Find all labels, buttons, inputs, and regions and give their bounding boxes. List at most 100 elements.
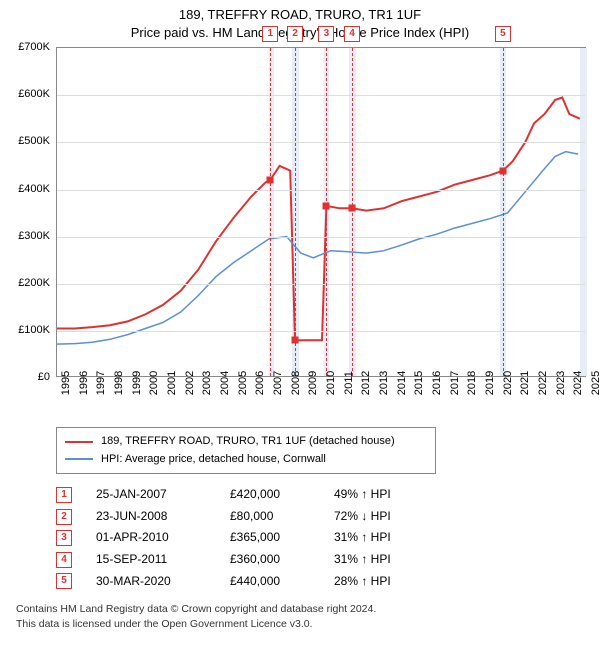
table-row: 3 01-APR-2010 £365,000 31% ↑ HPI bbox=[56, 527, 594, 549]
x-tick-label: 2005 bbox=[237, 371, 249, 395]
y-tick-label: £700K bbox=[4, 41, 50, 53]
chart-area: 12345 £0£100K£200K£300K£400K£500K£600K£7… bbox=[56, 47, 586, 417]
table-row: 5 30-MAR-2020 £440,000 28% ↑ HPI bbox=[56, 571, 594, 593]
sale-marker-line bbox=[295, 48, 296, 376]
sale-marker-line bbox=[270, 48, 271, 376]
x-tick-label: 2011 bbox=[343, 371, 355, 395]
sale-row-delta: 31% ↑ HPI bbox=[334, 527, 444, 549]
x-tick-label: 2010 bbox=[325, 371, 337, 395]
y-tick-label: £400K bbox=[4, 183, 50, 195]
x-tick-label: 2008 bbox=[290, 371, 302, 395]
x-tick-label: 2009 bbox=[307, 371, 319, 395]
sale-row-delta: 31% ↑ HPI bbox=[334, 549, 444, 571]
footer-line2: This data is licensed under the Open Gov… bbox=[16, 617, 594, 632]
legend-label-hpi: HPI: Average price, detached house, Corn… bbox=[101, 451, 326, 469]
sale-row-date: 15-SEP-2011 bbox=[96, 549, 206, 571]
sale-row-delta: 28% ↑ HPI bbox=[334, 571, 444, 593]
sale-row-price: £440,000 bbox=[230, 571, 310, 593]
legend-item-hpi: HPI: Average price, detached house, Corn… bbox=[65, 451, 427, 469]
sale-marker-number: 2 bbox=[287, 26, 303, 42]
gridline-h bbox=[57, 331, 585, 332]
x-tick-label: 1997 bbox=[95, 371, 107, 395]
sale-row-delta: 49% ↑ HPI bbox=[334, 484, 444, 506]
sale-row-price: £365,000 bbox=[230, 527, 310, 549]
x-tick-label: 2014 bbox=[396, 371, 408, 395]
table-row: 4 15-SEP-2011 £360,000 31% ↑ HPI bbox=[56, 549, 594, 571]
gridline-h bbox=[57, 190, 585, 191]
sale-row-number: 5 bbox=[56, 573, 72, 589]
y-tick-label: £200K bbox=[4, 277, 50, 289]
sale-marker-line bbox=[326, 48, 327, 376]
x-tick-label: 2007 bbox=[272, 371, 284, 395]
sales-table: 1 25-JAN-2007 £420,000 49% ↑ HPI 2 23-JUN-200… bbox=[56, 484, 594, 592]
sale-marker-line bbox=[503, 48, 504, 376]
sale-point-icon bbox=[291, 337, 298, 344]
sale-row-date: 30-MAR-2020 bbox=[96, 571, 206, 593]
plot-region: 12345 bbox=[56, 47, 586, 377]
x-tick-label: 2001 bbox=[166, 371, 178, 395]
sale-point-icon bbox=[349, 205, 356, 212]
x-tick-label: 1995 bbox=[60, 371, 72, 395]
sale-row-number: 1 bbox=[56, 487, 72, 503]
sale-marker-line bbox=[352, 48, 353, 376]
chart-title-address: 189, TREFFRY ROAD, TRURO, TR1 1UF bbox=[6, 6, 594, 24]
footer-line1: Contains HM Land Registry data © Crown c… bbox=[16, 602, 594, 617]
sale-row-date: 01-APR-2010 bbox=[96, 527, 206, 549]
sale-row-number: 3 bbox=[56, 530, 72, 546]
legend-swatch-price bbox=[65, 441, 93, 443]
x-tick-label: 1999 bbox=[131, 371, 143, 395]
chart-container: 189, TREFFRY ROAD, TRURO, TR1 1UF Price … bbox=[0, 0, 600, 650]
sale-row-price: £80,000 bbox=[230, 506, 310, 528]
sale-marker-number: 3 bbox=[318, 26, 334, 42]
sale-marker-number: 4 bbox=[344, 26, 360, 42]
x-tick-label: 2020 bbox=[502, 371, 514, 395]
x-tick-label: 2025 bbox=[590, 371, 600, 395]
table-row: 1 25-JAN-2007 £420,000 49% ↑ HPI bbox=[56, 484, 594, 506]
gridline-h bbox=[57, 237, 585, 238]
x-tick-label: 1998 bbox=[113, 371, 125, 395]
x-tick-label: 2002 bbox=[184, 371, 196, 395]
legend-item-price: 189, TREFFRY ROAD, TRURO, TR1 1UF (detac… bbox=[65, 433, 427, 451]
sale-row-number: 2 bbox=[56, 509, 72, 525]
y-tick-label: £300K bbox=[4, 230, 50, 242]
footer-attribution: Contains HM Land Registry data © Crown c… bbox=[16, 602, 594, 631]
x-tick-label: 2024 bbox=[572, 371, 584, 395]
sale-row-price: £420,000 bbox=[230, 484, 310, 506]
x-tick-label: 2017 bbox=[449, 371, 461, 395]
x-tick-label: 2016 bbox=[431, 371, 443, 395]
y-tick-label: £0 bbox=[4, 371, 50, 383]
sale-row-price: £360,000 bbox=[230, 549, 310, 571]
sale-row-date: 25-JAN-2007 bbox=[96, 484, 206, 506]
legend-swatch-hpi bbox=[65, 458, 93, 460]
x-tick-label: 2000 bbox=[148, 371, 160, 395]
series-line-price_paid bbox=[57, 98, 580, 341]
x-tick-label: 2015 bbox=[413, 371, 425, 395]
series-line-hpi bbox=[57, 152, 578, 344]
sale-row-date: 23-JUN-2008 bbox=[96, 506, 206, 528]
gridline-h bbox=[57, 95, 585, 96]
y-tick-label: £500K bbox=[4, 135, 50, 147]
x-tick-label: 2022 bbox=[537, 371, 549, 395]
legend-label-price: 189, TREFFRY ROAD, TRURO, TR1 1UF (detac… bbox=[101, 433, 395, 451]
x-tick-label: 2018 bbox=[466, 371, 478, 395]
sale-row-number: 4 bbox=[56, 552, 72, 568]
sale-marker-number: 1 bbox=[262, 26, 278, 42]
sale-marker-number: 5 bbox=[495, 26, 511, 42]
x-tick-label: 2003 bbox=[201, 371, 213, 395]
line-svg bbox=[57, 48, 587, 378]
y-tick-label: £600K bbox=[4, 88, 50, 100]
gridline-h bbox=[57, 284, 585, 285]
y-tick-label: £100K bbox=[4, 324, 50, 336]
x-tick-label: 2012 bbox=[360, 371, 372, 395]
x-tick-label: 2023 bbox=[555, 371, 567, 395]
x-tick-label: 2004 bbox=[219, 371, 231, 395]
gridline-h bbox=[57, 142, 585, 143]
legend-box: 189, TREFFRY ROAD, TRURO, TR1 1UF (detac… bbox=[56, 427, 436, 474]
x-tick-label: 2013 bbox=[378, 371, 390, 395]
x-tick-label: 2006 bbox=[254, 371, 266, 395]
x-tick-label: 2019 bbox=[484, 371, 496, 395]
x-tick-label: 2021 bbox=[519, 371, 531, 395]
sale-point-icon bbox=[323, 203, 330, 210]
table-row: 223-JUN-2008£80,00072% ↓ HPI bbox=[56, 506, 594, 528]
sale-point-icon bbox=[267, 177, 274, 184]
